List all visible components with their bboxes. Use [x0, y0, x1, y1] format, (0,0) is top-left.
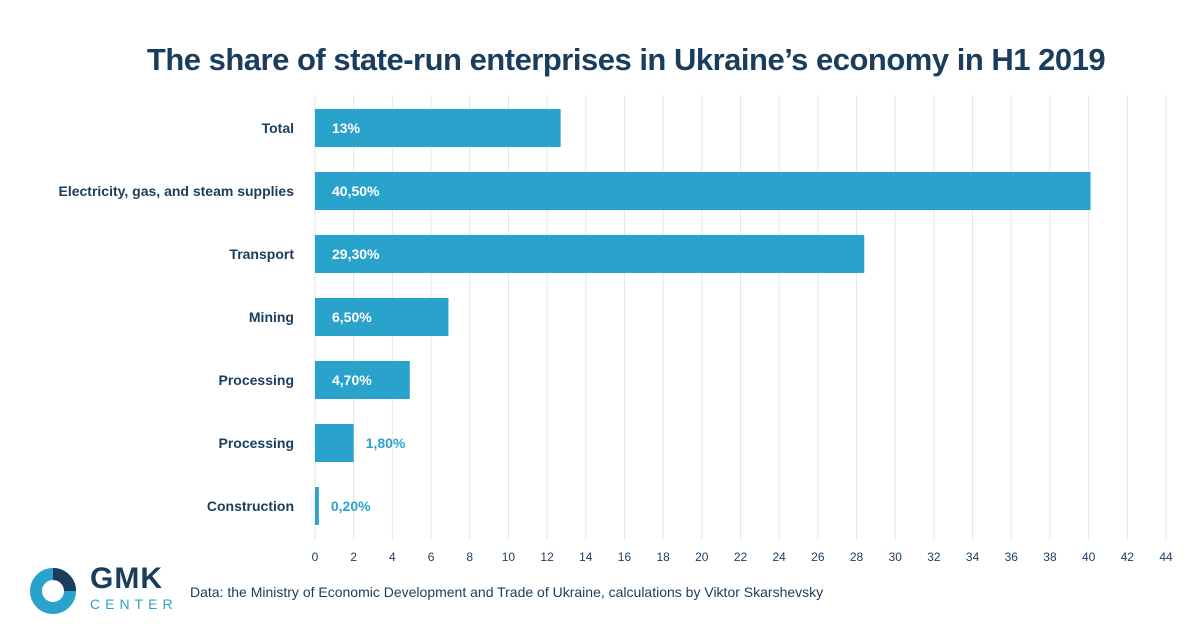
grid-lines — [314, 95, 1167, 540]
category-label: Processing — [219, 372, 294, 388]
x-tick-label: 18 — [656, 550, 670, 564]
x-tick-label: 36 — [1005, 550, 1019, 564]
x-tick-label: 32 — [927, 550, 941, 564]
logo-text: GMK — [90, 562, 163, 595]
category-label: Mining — [249, 309, 294, 325]
x-tick-label: 4 — [389, 550, 396, 564]
x-tick-label: 12 — [540, 550, 554, 564]
x-tick-label: 40 — [1082, 550, 1096, 564]
category-label: Electricity, gas, and steam supplies — [59, 183, 295, 199]
category-label: Construction — [207, 498, 294, 514]
data-label: 6,50% — [332, 309, 372, 325]
x-tick-label: 14 — [579, 550, 593, 564]
bar — [315, 109, 561, 147]
data-label: 40,50% — [332, 183, 380, 199]
bar — [315, 361, 410, 399]
logo-subtitle: CENTER — [90, 596, 178, 612]
data-label: 29,30% — [332, 246, 380, 262]
category-label: Total — [262, 120, 294, 136]
x-tick-label: 20 — [695, 550, 709, 564]
data-label: 1,80% — [366, 435, 406, 451]
x-tick-label: 42 — [1121, 550, 1135, 564]
x-tick-label: 16 — [618, 550, 632, 564]
x-tick-label: 10 — [502, 550, 516, 564]
x-tick-label: 2 — [350, 550, 357, 564]
category-label: Transport — [229, 246, 294, 262]
bar — [315, 172, 1091, 210]
source-note: Data: the Ministry of Economic Developme… — [190, 584, 824, 600]
data-label: 4,70% — [332, 372, 372, 388]
data-label: 0,20% — [331, 498, 371, 514]
x-tick-label: 26 — [811, 550, 825, 564]
x-tick-label: 30 — [889, 550, 903, 564]
x-tick-label: 24 — [773, 550, 787, 564]
category-label: Processing — [219, 435, 294, 451]
bar — [315, 424, 354, 462]
x-tick-label: 44 — [1159, 550, 1173, 564]
x-tick-label: 22 — [734, 550, 748, 564]
x-tick-label: 6 — [428, 550, 435, 564]
chart-title: The share of state-run enterprises in Uk… — [146, 42, 1106, 77]
x-tick-label: 38 — [1043, 550, 1057, 564]
category-labels: Total Electricity, gas, and steam supplie… — [59, 120, 295, 514]
x-tick-label: 34 — [966, 550, 980, 564]
gmk-center-logo: GMK CENTER — [28, 562, 188, 618]
bar — [315, 235, 865, 273]
x-tick-label: 0 — [312, 550, 319, 564]
bar — [315, 298, 449, 336]
logo-ring-icon — [30, 568, 76, 614]
x-axis-ticks: 0 2 4 6 8 10 12 14 16 18 20 22 24 26 28 30 32 34 36 38 40 42 4… — [312, 550, 1173, 564]
bars: 13% 40,50% 29,30% 6,50% 4,70% 1,80% 0,20% — [315, 109, 1091, 525]
bar — [315, 487, 319, 525]
x-tick-label: 28 — [850, 550, 864, 564]
x-tick-label: 8 — [466, 550, 473, 564]
data-label: 13% — [332, 120, 361, 136]
